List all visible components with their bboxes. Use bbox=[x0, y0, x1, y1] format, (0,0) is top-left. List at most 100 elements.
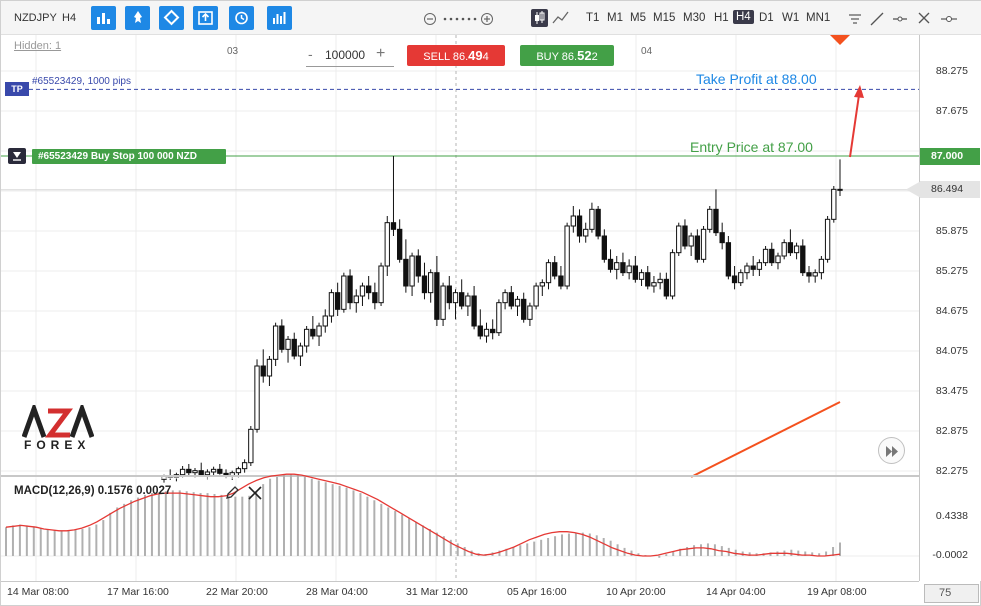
tf-m5[interactable]: M5 bbox=[630, 12, 646, 24]
candle bbox=[508, 292, 514, 307]
candle bbox=[570, 215, 576, 227]
take-profit-tag[interactable]: TP bbox=[5, 82, 29, 96]
sell-label: SELL bbox=[423, 51, 450, 63]
export-button[interactable] bbox=[193, 6, 218, 30]
crosshair-icon bbox=[918, 12, 930, 24]
price-tick: 82.875 bbox=[935, 425, 968, 437]
tf-d1[interactable]: D1 bbox=[759, 12, 774, 24]
time-axis[interactable]: 14 Mar 08:00 17 Mar 16:00 22 Mar 20:00 2… bbox=[1, 581, 919, 606]
candle bbox=[564, 225, 570, 287]
candle bbox=[589, 208, 595, 230]
price-chart[interactable] bbox=[1, 35, 919, 581]
candle bbox=[682, 225, 688, 247]
scroll-to-end-button[interactable] bbox=[878, 437, 905, 464]
order-marker bbox=[830, 35, 850, 45]
quantity-value[interactable]: 100000 bbox=[325, 48, 366, 62]
price-axis[interactable]: 88.275 87.675 85.875 85.275 84.675 84.07… bbox=[919, 35, 981, 581]
macd-tick: 0.4338 bbox=[935, 510, 968, 522]
zoom-controls[interactable] bbox=[423, 12, 495, 26]
candle bbox=[762, 248, 769, 264]
time-tick: 19 Apr 08:00 bbox=[807, 586, 867, 598]
candle bbox=[626, 265, 632, 274]
sell-button[interactable]: SELL 86.494 bbox=[407, 45, 505, 66]
filter-icon bbox=[849, 14, 861, 24]
macd-tick: -0.0002 bbox=[932, 549, 968, 561]
candle bbox=[552, 262, 558, 277]
tf-m15[interactable]: M15 bbox=[653, 12, 676, 24]
macd-indicator-label[interactable]: MACD(12,26,9) 0.1576 0.0027 bbox=[14, 485, 172, 497]
cursor-line-icon bbox=[941, 16, 957, 22]
quantity-plus-button[interactable]: + bbox=[376, 45, 386, 62]
time-tick: 14 Apr 04:00 bbox=[706, 586, 766, 598]
candle bbox=[725, 242, 732, 277]
candle bbox=[490, 328, 496, 334]
price-tick: 82.275 bbox=[935, 465, 968, 477]
quantity-stepper[interactable]: - 100000 + bbox=[306, 45, 394, 67]
price-tick: 85.875 bbox=[935, 225, 968, 237]
indicators-button[interactable] bbox=[267, 6, 292, 30]
symbol-label[interactable]: NZDJPY bbox=[14, 12, 57, 24]
corner-value[interactable]: 75 bbox=[924, 584, 979, 603]
candle bbox=[533, 285, 539, 307]
candle bbox=[359, 285, 366, 297]
bar-chart-button[interactable] bbox=[91, 6, 116, 30]
candle bbox=[328, 292, 335, 317]
candle bbox=[645, 272, 651, 287]
candle bbox=[186, 468, 192, 474]
candle bbox=[601, 235, 608, 260]
candle bbox=[521, 298, 527, 320]
chart-toolbar: NZDJPY H4 T1 bbox=[1, 1, 981, 35]
candle bbox=[527, 305, 533, 320]
tf-h4[interactable]: H4 bbox=[733, 10, 754, 24]
candle bbox=[775, 255, 781, 264]
period-label[interactable]: H4 bbox=[62, 12, 77, 24]
candle bbox=[620, 262, 626, 274]
candle bbox=[279, 325, 285, 350]
candle bbox=[731, 275, 738, 284]
candle bbox=[396, 228, 403, 260]
tp-arrow-head bbox=[854, 85, 864, 98]
price-tick: 85.275 bbox=[935, 265, 968, 277]
order-collapse-button[interactable] bbox=[8, 148, 26, 164]
candle bbox=[657, 278, 663, 284]
chart-type-icons[interactable] bbox=[531, 9, 571, 27]
rocket-button[interactable] bbox=[125, 6, 150, 30]
candle bbox=[756, 262, 763, 270]
candle bbox=[310, 328, 316, 337]
diamond-button[interactable] bbox=[159, 6, 184, 30]
candle bbox=[217, 468, 223, 474]
alarm-button[interactable] bbox=[229, 6, 254, 30]
candle bbox=[800, 245, 806, 274]
buy-label: BUY bbox=[536, 51, 559, 63]
candle bbox=[365, 285, 372, 294]
candle bbox=[651, 282, 657, 287]
price-tick: 84.675 bbox=[935, 305, 968, 317]
quantity-minus-button[interactable]: - bbox=[308, 46, 313, 62]
pending-order-label[interactable]: #65523429 Buy Stop 100 000 NZD bbox=[32, 149, 226, 164]
current-price-pointer bbox=[906, 181, 921, 198]
tf-m1[interactable]: M1 bbox=[607, 12, 623, 24]
candle bbox=[707, 208, 713, 230]
time-tick: 22 Mar 20:00 bbox=[206, 586, 268, 598]
tf-mn1[interactable]: MN1 bbox=[806, 12, 831, 24]
right-tools[interactable] bbox=[847, 11, 962, 27]
tf-m30[interactable]: M30 bbox=[683, 12, 706, 24]
candle bbox=[539, 282, 545, 287]
candle bbox=[595, 208, 601, 237]
price-tick: 87.675 bbox=[935, 105, 968, 117]
candle bbox=[446, 285, 452, 304]
candle bbox=[614, 262, 620, 270]
indicator-tools[interactable] bbox=[224, 485, 264, 501]
time-tick: 31 Mar 12:00 bbox=[406, 586, 468, 598]
candle bbox=[179, 468, 186, 476]
buy-button[interactable]: BUY 86.522 bbox=[520, 45, 614, 66]
hidden-orders-link[interactable]: Hidden: 1 bbox=[14, 40, 62, 52]
take-profit-order-text: #65523429, 1000 pips bbox=[32, 76, 131, 87]
candle bbox=[700, 228, 707, 260]
tf-w1[interactable]: W1 bbox=[782, 12, 800, 24]
tf-h1[interactable]: H1 bbox=[714, 12, 729, 24]
candle bbox=[316, 325, 322, 337]
tf-t1[interactable]: T1 bbox=[586, 12, 600, 24]
candle bbox=[241, 462, 248, 470]
alarm-icon bbox=[235, 11, 248, 25]
